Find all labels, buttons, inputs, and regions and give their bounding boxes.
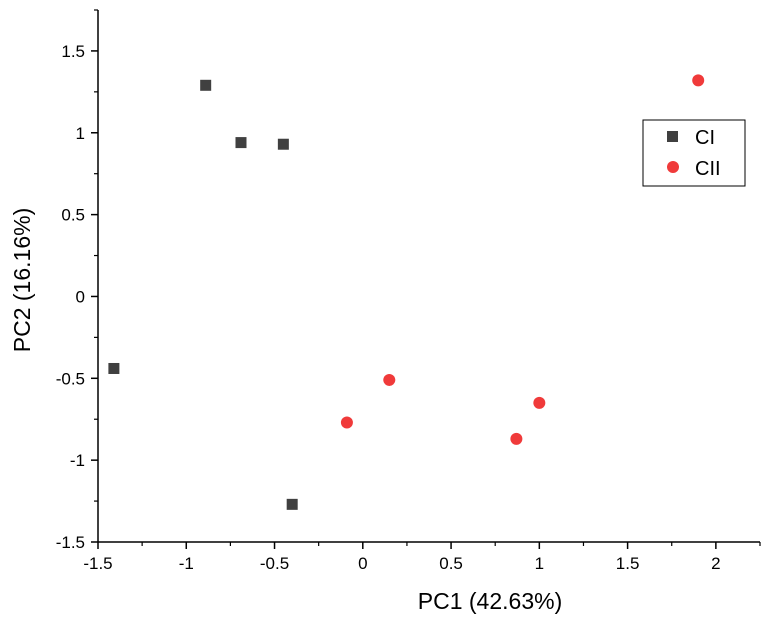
- x-tick-label: 0.5: [439, 554, 463, 573]
- point-ci: [235, 137, 247, 149]
- y-axis-title: PC2 (16.16%): [9, 208, 35, 352]
- x-tick-label: -1.5: [83, 554, 112, 573]
- x-tick-label: -1: [179, 554, 194, 573]
- legend: CI CII: [642, 119, 746, 187]
- y-ticks: -1.5 -1 -0.5 0 0.5 1 1.5: [56, 9, 98, 552]
- x-axis-title: PC1 (42.63%): [418, 588, 562, 614]
- y-tick-label: 1.5: [61, 42, 85, 61]
- point-cii: [510, 432, 523, 445]
- y-tick-label: -1.5: [56, 533, 85, 552]
- x-tick-label: 1.5: [616, 554, 640, 573]
- legend-label-cii: CII: [695, 158, 721, 180]
- data-points: [108, 74, 705, 510]
- point-ci: [200, 79, 212, 91]
- legend-marker-ci: [667, 131, 678, 142]
- point-ci: [108, 362, 120, 374]
- x-tick-label: -0.5: [260, 554, 289, 573]
- point-cii: [383, 373, 396, 386]
- legend-box: [642, 119, 746, 187]
- y-tick-label: 1: [76, 124, 85, 143]
- x-tick-label: 1: [535, 554, 544, 573]
- legend-label-ci: CI: [695, 127, 715, 149]
- point-cii: [692, 74, 705, 87]
- x-tick-label: 2: [711, 554, 720, 573]
- point-cii: [533, 396, 546, 409]
- axes: -1.5 -1 -0.5 0 0.5 1 1.5 2 -1.5 -1 -0.5 0 0.5 1 1.5: [56, 9, 761, 573]
- legend-marker-cii: [667, 161, 679, 173]
- y-tick-label: -0.5: [56, 369, 85, 388]
- x-ticks: -1.5 -1 -0.5 0 0.5 1 1.5 2: [83, 542, 761, 573]
- point-ci: [277, 138, 289, 150]
- y-tick-label: -1: [70, 451, 85, 470]
- point-cii: [340, 416, 353, 429]
- y-tick-label: 0.5: [61, 206, 85, 225]
- x-tick-label: 0: [358, 554, 367, 573]
- y-tick-label: 0: [76, 287, 85, 306]
- point-ci: [286, 498, 298, 510]
